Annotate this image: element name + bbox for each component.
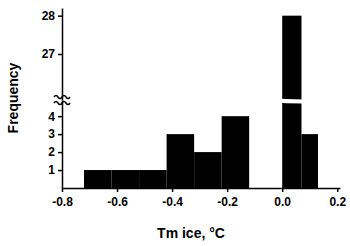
y-tick-mark [58,116,62,118]
x-tick-mark [227,188,229,192]
y-tick-mark [58,152,62,154]
y-tick: 2 [48,145,62,159]
x-tick: -0.4 [162,188,183,209]
x-tick-label: -0.2 [217,195,238,209]
y-tick-mark [58,170,62,172]
y-tick-mark [58,15,62,17]
x-tick-mark [337,188,339,192]
x-tick: -0.2 [217,188,238,209]
x-tick-label: 0.0 [274,195,291,209]
bar [301,134,318,188]
y-tick-label: 28 [42,9,56,23]
bar [194,152,222,188]
y-tick: 1 [48,163,62,177]
y-tick: 27 [42,47,62,61]
y-axis-line [62,101,64,189]
x-tick-mark [117,188,119,192]
y-tick-label: 3 [48,127,55,141]
y-axis: 27 28 [42,9,63,101]
x-tick-mark [62,188,64,192]
bar [84,170,112,188]
y-tick: 3 [48,127,62,141]
y-tick: 28 [42,9,62,23]
x-tick-label: -0.6 [107,195,128,209]
bar [112,170,140,188]
x-axis-line [63,188,341,190]
x-tick-mark [172,188,174,192]
bar [282,100,301,188]
x-tick-label: 0.2 [329,195,346,209]
x-tick: 0.2 [329,188,346,209]
x-tick: -0.8 [52,188,73,209]
x-tick-label: -0.4 [162,195,183,209]
x-tick-label: -0.8 [52,195,73,209]
chart: -0.8 -0.6 -0.4 -0.2 0.0 0.2 1 2 3 4 27 28 Tm ice, °C… [0,0,350,246]
y-tick-label: 4 [48,110,55,124]
bars [282,16,301,100]
bar [282,16,301,100]
x-tick-mark [282,188,284,192]
x-axis: -0.8 -0.6 -0.4 -0.2 0.0 0.2 [52,188,346,209]
bar [167,134,195,188]
axis-break [54,99,340,102]
y-tick-label: 27 [42,47,56,61]
x-tick: -0.6 [107,188,128,209]
y-axis: 1 2 3 4 [48,101,62,189]
bar [139,170,167,188]
bar [222,116,250,188]
x-axis-title: Tm ice, °C [157,225,225,241]
x-tick: 0.0 [274,188,291,209]
y-tick-label: 2 [48,145,55,159]
y-axis-title: Frequency [5,62,21,133]
y-tick-mark [58,134,62,136]
y-tick-label: 1 [48,163,55,177]
y-tick-mark [58,54,62,56]
bars [84,100,318,188]
y-tick: 4 [48,110,62,124]
